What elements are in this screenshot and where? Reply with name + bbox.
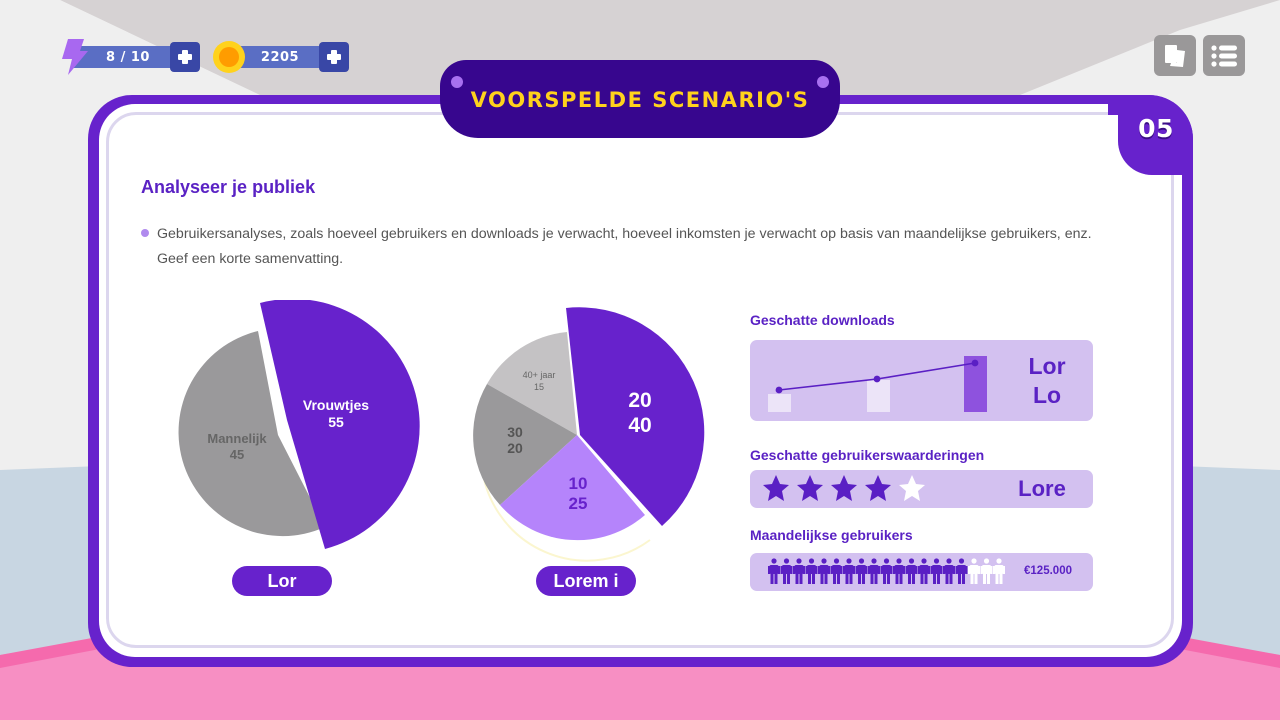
downloads-chart bbox=[768, 356, 987, 412]
gender-pie-chart bbox=[170, 300, 420, 555]
cards-button[interactable] bbox=[1154, 35, 1196, 76]
plus-icon bbox=[327, 50, 341, 64]
page-number-tab bbox=[1118, 95, 1193, 175]
star-filled-icon bbox=[865, 475, 891, 501]
slice-label-40plus: 40+ jaar 15 bbox=[522, 370, 556, 392]
add-energy-button[interactable] bbox=[170, 42, 200, 72]
star-filled-icon bbox=[763, 475, 789, 501]
star-filled-icon bbox=[797, 475, 823, 501]
monthly-users-box: €125.000 bbox=[750, 553, 1093, 591]
downloads-chart-box: Lor Lo bbox=[750, 340, 1093, 421]
cards-icon bbox=[1165, 44, 1185, 67]
add-coins-button[interactable] bbox=[319, 42, 349, 72]
ratings-title: Geschatte gebruikerswaarderingen bbox=[750, 447, 985, 463]
coin-counter: 2205 bbox=[213, 41, 349, 73]
pie-slice-30 bbox=[473, 384, 577, 505]
page-number: 05 bbox=[1138, 114, 1174, 143]
star-rating bbox=[763, 475, 925, 501]
user-empty-icons bbox=[968, 558, 1005, 584]
list-menu-icon bbox=[1211, 44, 1237, 67]
banner-dot-icon bbox=[817, 76, 829, 88]
energy-counter: 8 / 10 bbox=[62, 39, 200, 75]
downloads-title: Geschatte downloads bbox=[750, 312, 895, 328]
coin-value: 2205 bbox=[229, 46, 319, 68]
page-title: VOORSPELDE SCENARIO'S bbox=[470, 88, 810, 112]
slice-label-female: Vrouwtjes 55 bbox=[302, 397, 370, 430]
description-text: Gebruikersanalyses, zoals hoeveel gebrui… bbox=[157, 226, 1092, 267]
pie-slice-mannelijk bbox=[178, 331, 325, 537]
user-icons-row bbox=[768, 558, 1005, 584]
coin-icon bbox=[213, 41, 245, 73]
star-empty-icon bbox=[899, 475, 925, 501]
ratings-box: Lore bbox=[750, 470, 1093, 508]
star-filled-icon bbox=[831, 475, 857, 501]
pie-slice-vrouwtjes bbox=[260, 300, 420, 549]
gender-chart-button[interactable]: Lor bbox=[232, 566, 332, 596]
slice-label-30: 30 20 bbox=[507, 424, 523, 456]
age-pie-chart bbox=[470, 300, 710, 565]
lightning-bolt-icon bbox=[62, 39, 88, 75]
energy-value: 8 / 10 bbox=[72, 46, 170, 68]
slice-label-10: 10 25 bbox=[568, 474, 588, 513]
plus-icon bbox=[178, 50, 192, 64]
banner-dot-icon bbox=[451, 76, 463, 88]
age-chart-button[interactable]: Lorem i bbox=[536, 566, 636, 596]
monthly-users-title: Maandelijkse gebruikers bbox=[750, 527, 913, 543]
pie-slice-20 bbox=[566, 307, 705, 526]
ratings-value: Lore bbox=[1018, 476, 1066, 501]
pie-slice-40plus bbox=[487, 332, 577, 435]
bullet-icon bbox=[141, 229, 149, 237]
menu-button[interactable] bbox=[1203, 35, 1245, 76]
pie-slice-10 bbox=[500, 435, 645, 541]
slice-label-male: Mannelijk 45 bbox=[207, 431, 267, 462]
monthly-revenue-value: €125.000 bbox=[1024, 565, 1072, 577]
title-banner: VOORSPELDE SCENARIO'S bbox=[440, 60, 840, 138]
user-filled-icons bbox=[768, 558, 968, 584]
downloads-value: Lor Lo bbox=[1028, 353, 1066, 408]
slice-label-20: 20 40 bbox=[628, 389, 652, 437]
section-heading: Analyseer je publiek bbox=[141, 177, 316, 197]
